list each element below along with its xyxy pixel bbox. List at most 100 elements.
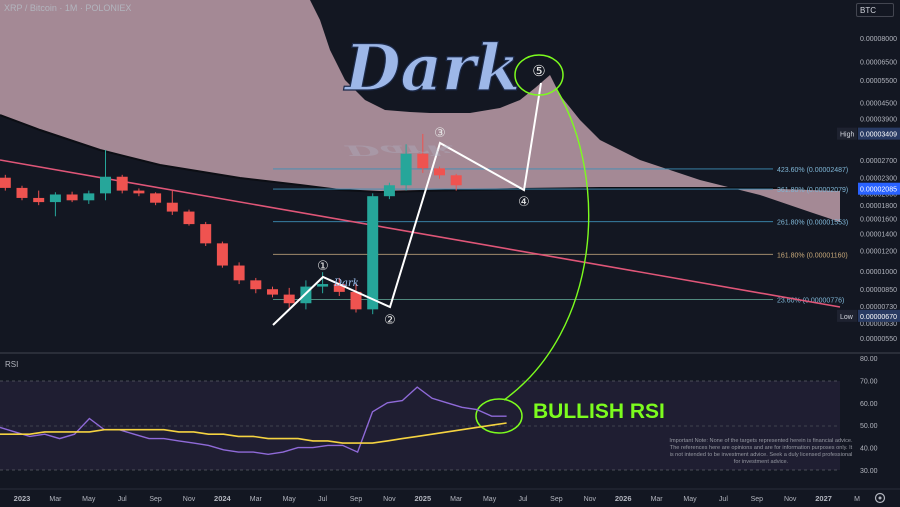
time-tick-label: Nov: [784, 496, 797, 503]
price-tick-label: 0.00005500: [860, 78, 897, 85]
rsi-highlight: [475, 398, 523, 434]
rsi-axis: 80.00 70.00 60.00 50.00 40.00 30.00: [860, 356, 878, 475]
candle-body: [183, 211, 195, 225]
price-tick-label: 0.00000550: [860, 336, 897, 343]
candle-body: [383, 185, 395, 197]
time-tick-label: Sep: [350, 496, 363, 503]
fib-levels: 423.60% (0.00002487) 361.80% (0.00002079)…: [273, 167, 848, 304]
candle-body: [267, 289, 278, 295]
candle-body: [0, 177, 11, 188]
rsi-series-line: [0, 386, 507, 456]
rsi-tick-label: 70.00: [860, 378, 878, 385]
candle-body: [283, 294, 295, 304]
bullish-rsi-callout: BULLISH RSI: [533, 400, 665, 423]
time-tick-label: Nov: [383, 496, 396, 503]
price-tick-label: 0.00002700: [860, 158, 897, 165]
candle-body: [33, 197, 45, 203]
wave-label: ③: [434, 125, 446, 140]
time-tick-label: Jul: [118, 496, 127, 503]
time-tick-label: May: [683, 496, 697, 503]
price-tick-label: 0.00000630: [860, 321, 897, 328]
time-tick-label: Mar: [250, 496, 263, 503]
candle-body: [49, 194, 61, 203]
rsi-ma-series-line: [0, 422, 507, 444]
rsi-tick-label: 40.00: [860, 446, 878, 453]
time-tick-label: 2024: [214, 494, 232, 503]
price-tick-label: 0.00003900: [860, 117, 897, 124]
price-tick-label: 0.00000850: [860, 287, 897, 294]
price-axis: 0.00008000 0.00006500 0.00005500 0.00004500…: [860, 36, 897, 343]
wave5-highlight: [514, 54, 564, 96]
price-badges: 0.00003409 High 0.00002085 0.00000670 Low: [837, 127, 900, 322]
time-tick-label: 2025: [414, 494, 431, 503]
fib-label: 423.60% (0.00002487): [777, 167, 848, 174]
time-tick-label: Jul: [719, 496, 728, 503]
wave-label: ④: [518, 194, 530, 209]
time-tick-label: Sep: [751, 496, 764, 503]
wave-label: ①: [317, 258, 329, 273]
price-badge: [858, 182, 900, 195]
candle-body: [100, 176, 111, 194]
dark-title-reflection: Dark: [344, 142, 455, 158]
candle-body: [333, 284, 345, 292]
price-badge-label: High: [840, 132, 855, 139]
candle-body: [317, 284, 329, 287]
candle-body: [200, 224, 212, 244]
time-tick-label: Jul: [519, 496, 528, 503]
candle-body: [400, 153, 412, 186]
time-tick-label: Mar: [651, 496, 664, 503]
candle-body: [300, 286, 312, 304]
elliott-wave-labels: ① ② ③ ④ ⑤: [317, 63, 546, 327]
time-tick-label: Nov: [584, 496, 597, 503]
candle-body: [367, 196, 379, 310]
time-axis: 2023 Mar May Jul Sep Nov 2024 Mar May Jul Sep Nov 20…: [14, 494, 860, 503]
price-badge-value: 0.00000670: [860, 314, 897, 321]
time-tick-label: Sep: [550, 496, 563, 503]
rsi-tick-label: 80.00: [860, 356, 878, 363]
currency-selector[interactable]: BTC: [856, 3, 894, 17]
rsi-tick-label: 30.00: [860, 468, 878, 475]
time-tick-label: 2027: [815, 494, 832, 503]
price-tick-label: 0.00001400: [860, 231, 897, 238]
candle-body: [133, 190, 145, 194]
wave-label: ②: [384, 312, 396, 327]
price-badge-value: 0.00003409: [860, 132, 897, 139]
cloud-edge: [0, 114, 841, 194]
candle-body: [83, 193, 95, 201]
time-tick-label: May: [483, 496, 497, 503]
fib-label: 361.80% (0.00002079): [777, 187, 848, 194]
rsi-tick-label: 60.00: [860, 401, 878, 408]
price-tick-label: 0.00000730: [860, 304, 897, 311]
candle-body: [434, 168, 445, 176]
time-tick-label: M: [854, 496, 860, 503]
price-badge-value: 0.00002085: [860, 187, 897, 194]
price-tick-label: 0.00006500: [860, 59, 897, 66]
price-tick-label: 0.00001600: [860, 216, 897, 223]
trendline: [0, 159, 841, 308]
candle-body: [250, 280, 262, 290]
price-tick-label: 0.00002300: [860, 176, 897, 183]
candle-body: [216, 243, 228, 266]
candle-body: [66, 194, 78, 201]
wave-label: ⑤: [532, 63, 545, 80]
time-tick-label: Mar: [450, 496, 463, 503]
rsi-pane-label[interactable]: RSI: [5, 360, 19, 369]
elliott-wave-path: [272, 82, 542, 326]
candle-body: [417, 153, 429, 169]
fib-label: 23.60% (0.00000776): [777, 297, 844, 304]
gear-icon[interactable]: [874, 492, 886, 504]
time-tick-label: Jul: [318, 496, 327, 503]
disclaimer-note: Important Note: None of the targets repr…: [669, 438, 853, 465]
price-tick-label: 0.00001000: [860, 269, 897, 276]
price-tick-label: 0.00001200: [860, 249, 897, 256]
price-badge-label: Low: [840, 314, 854, 321]
symbol-header[interactable]: XRP / Bitcoin · 1M · POLONIEX: [4, 3, 132, 13]
cloud-area: [0, 0, 840, 222]
time-tick-label: 2026: [615, 494, 632, 503]
time-tick-label: May: [283, 496, 297, 503]
time-tick-label: 2023: [14, 494, 31, 503]
candle-body: [16, 187, 28, 198]
candle-body: [150, 193, 162, 203]
candle-body: [166, 202, 178, 212]
